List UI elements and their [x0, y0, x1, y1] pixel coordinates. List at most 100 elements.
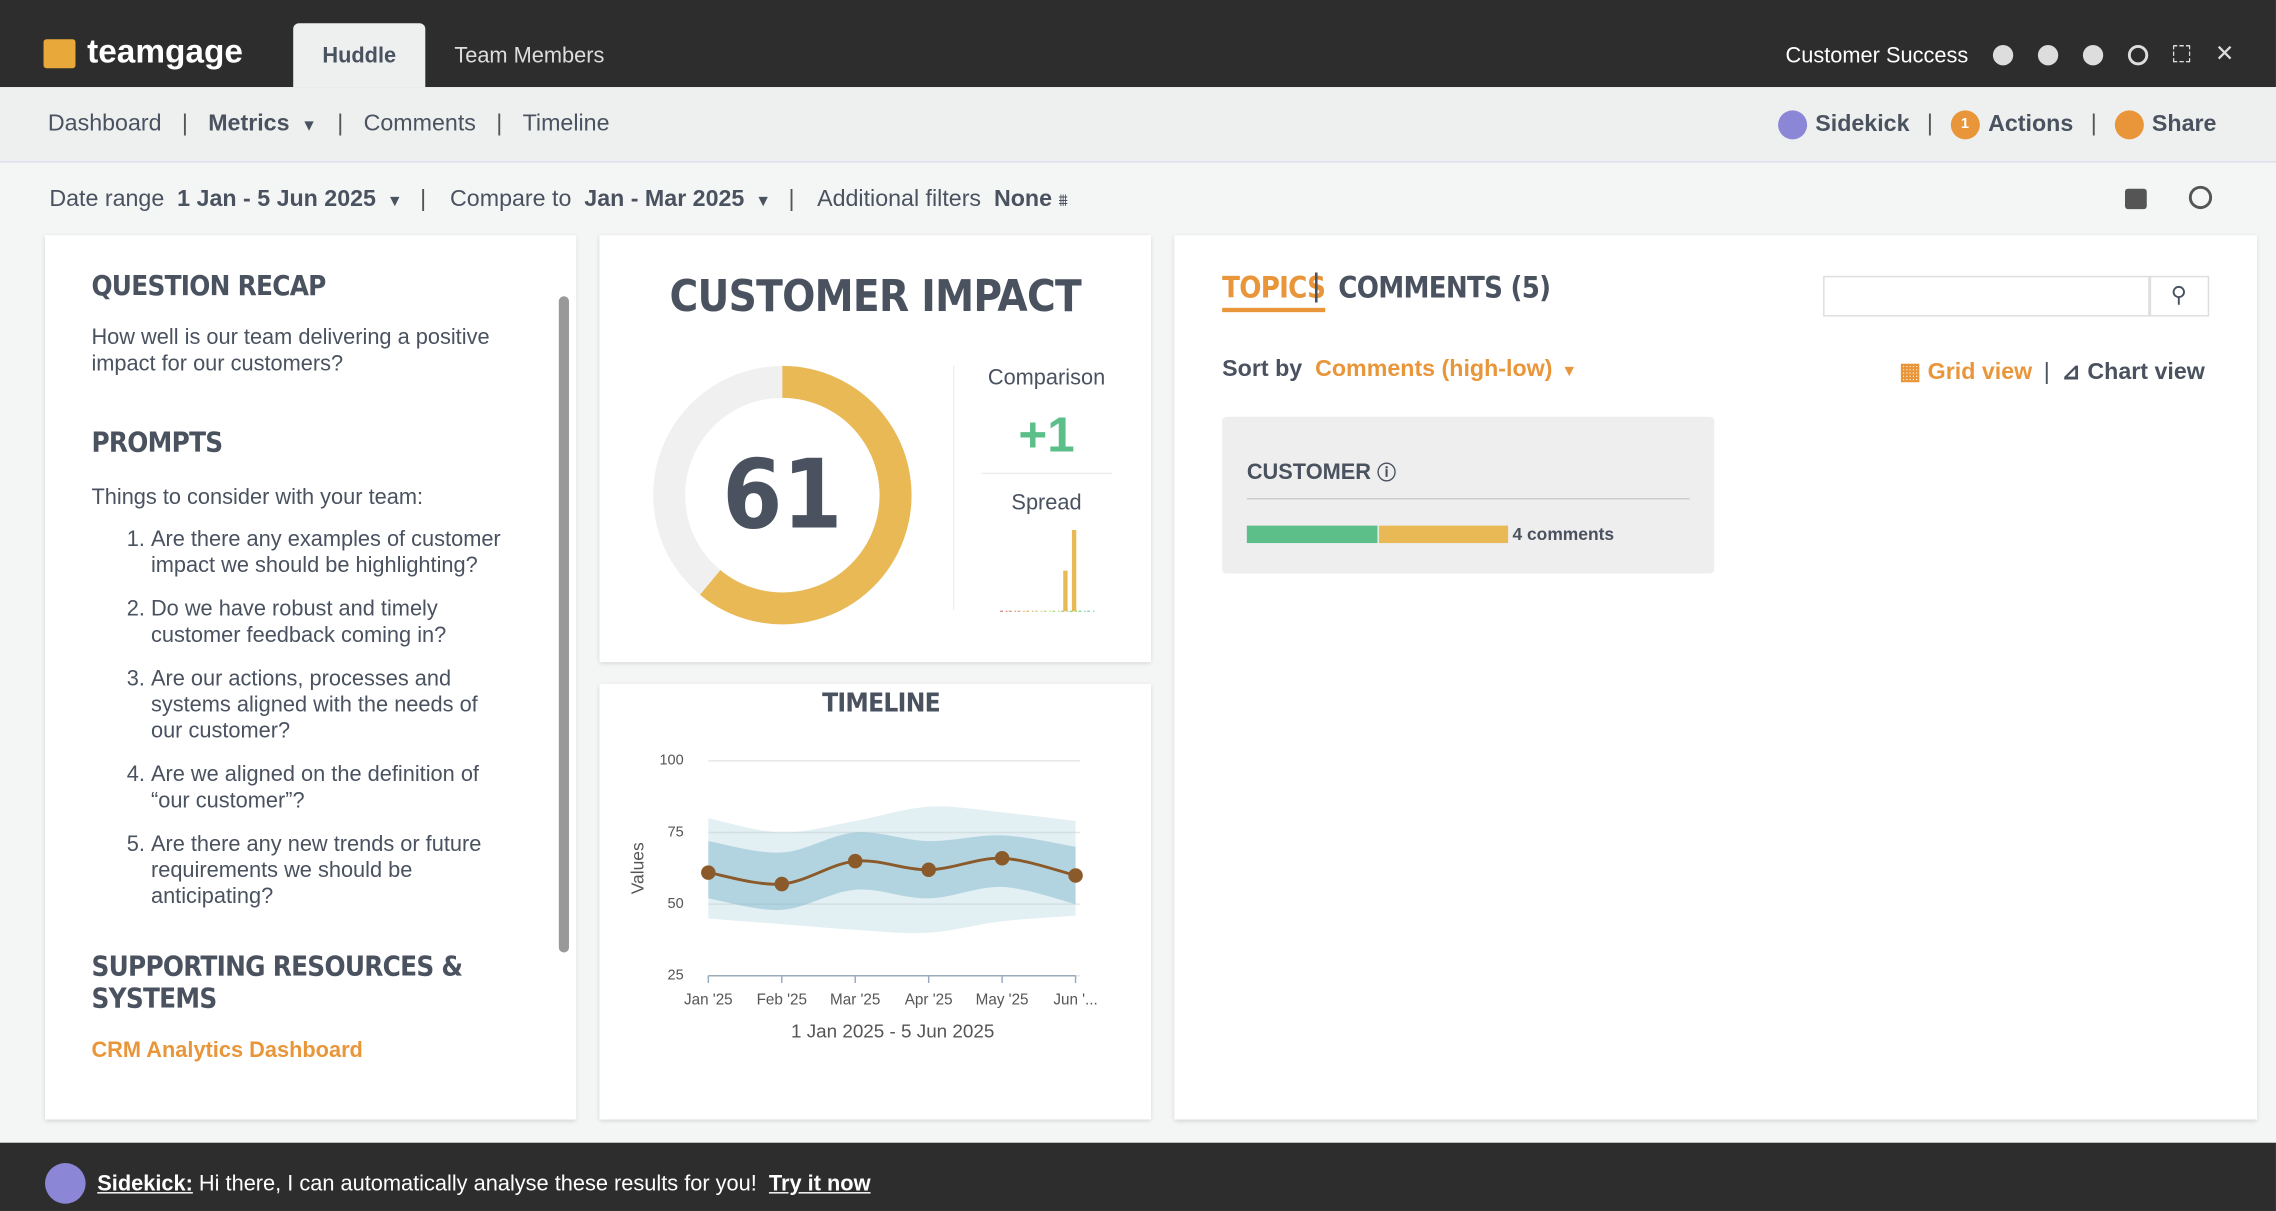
prompt: Are we aligned on the definition of “our…: [151, 762, 512, 814]
chart-title: TIMELINE: [822, 689, 940, 719]
filter-bar: Date range 1 Jan - 5 Jun 2025 ▼ | Compare…: [49, 187, 1068, 212]
y-tick-label: 25: [668, 968, 684, 984]
sort-value[interactable]: Comments (high-low): [1315, 357, 1553, 382]
fullscreen-icon[interactable]: [2172, 45, 2191, 63]
topic-segment: [1378, 525, 1509, 544]
search-button[interactable]: ⚲: [2148, 275, 2210, 317]
nav-items: Dashboard | Metrics ▼ | Comments | Timeline: [48, 112, 610, 138]
footer-message: Hi there, I can automatically analyse th…: [198, 1171, 757, 1197]
separator: |: [496, 111, 503, 137]
x-tick-label: Feb '25: [757, 991, 807, 1008]
prompts-intro: Things to consider with your team:: [91, 484, 424, 510]
series-point: [1068, 868, 1083, 883]
series-point: [994, 851, 1010, 866]
topic-segment: [1246, 525, 1377, 544]
search-input[interactable]: [1823, 275, 2152, 317]
separator: |: [181, 111, 188, 137]
nav-icon: [1777, 110, 1807, 140]
window-icons: ✕: [1992, 42, 2235, 67]
tab-active[interactable]: [293, 23, 426, 88]
print-icon[interactable]: [2124, 188, 2147, 210]
comment-count: 4 comments: [1512, 524, 1615, 545]
spread-label: Spread: [1011, 490, 1081, 515]
grid-view[interactable]: ▦ Grid view: [1899, 360, 2033, 385]
score: 61: [722, 438, 842, 550]
filter-label: Additional filters: [817, 187, 982, 212]
sidekick-icon: [44, 1163, 86, 1204]
filter-value[interactable]: 1 Jan - 5 Jun 2025: [177, 187, 376, 212]
spread-bar: [1063, 570, 1068, 612]
topic-bar: [1246, 525, 1510, 544]
help-icon[interactable]: [2082, 45, 2104, 66]
impact-title: CUSTOMER IMPACT: [670, 272, 1082, 322]
logo-icon: [43, 39, 76, 69]
view-toggle: ▦ Grid view | ⊿ Chart view: [1899, 360, 2205, 385]
topic-title[interactable]: CUSTOMER ⓘ: [1246, 460, 1396, 485]
filter-label: Compare to: [450, 187, 572, 212]
nav-action[interactable]: Share: [2151, 112, 2217, 137]
comparison-label: Comparison: [988, 365, 1105, 390]
nav-item[interactable]: Metrics: [208, 111, 290, 137]
footer-label[interactable]: Sidekick:: [97, 1171, 193, 1197]
prompt: Are there any new trends or future requi…: [151, 832, 512, 910]
nav-item[interactable]: Dashboard: [47, 111, 162, 137]
footer: Sidekick: Hi there, I can automatically …: [0, 1142, 2276, 1211]
prompt-list: Are there any examples of customer impac…: [91, 527, 512, 910]
dropdown-arrow: ▼: [301, 117, 317, 136]
divider: [1246, 498, 1690, 500]
nav-item[interactable]: Timeline: [522, 111, 610, 137]
tab[interactable]: Team Members: [454, 43, 605, 69]
filter-value[interactable]: Jan - Mar 2025: [584, 187, 745, 212]
close-icon[interactable]: ✕: [2214, 42, 2235, 67]
filter-label: Date range: [49, 187, 165, 212]
nav-action[interactable]: Sidekick: [1815, 112, 1910, 137]
x-axis-label: 1 Jan 2025 - 5 Jun 2025: [791, 1020, 994, 1041]
nav-item[interactable]: Comments: [363, 111, 476, 137]
impact-card: CUSTOMER IMPACT Comparison +1 Spread 61: [599, 235, 1152, 663]
outer-band: [708, 806, 1076, 934]
chart-view-label[interactable]: Chart view: [2087, 360, 2205, 385]
sort-label: Sort by: [1222, 357, 1303, 382]
link-icon[interactable]: [2127, 45, 2149, 66]
topics-tab[interactable]: TOPICS: [1222, 270, 1326, 313]
chat-icon[interactable]: [2037, 45, 2059, 66]
x-tick-label: Apr '25: [905, 991, 953, 1008]
topics-card: TOPICS | COMMENTS (5) ⚲ Sort by Comments…: [1174, 235, 2258, 1120]
play-icon[interactable]: [1992, 45, 2014, 66]
resource-link[interactable]: CRM Analytics Dashboard: [91, 1038, 363, 1063]
sort: Sort by Comments (high-low) ▼: [1222, 357, 1578, 382]
x-tick-label: May '25: [976, 991, 1029, 1008]
series-point: [701, 865, 716, 880]
footer-link[interactable]: Try it now: [768, 1171, 871, 1197]
section-title: SUPPORTING RESOURCES & SYSTEMS: [91, 951, 463, 1015]
scrollbar[interactable]: [558, 296, 569, 953]
footer-text: Sidekick: Hi there, I can automatically …: [97, 1172, 870, 1197]
series-point: [847, 853, 863, 869]
recap-card: QUESTION RECAP How well is our team deli…: [44, 235, 577, 1120]
comments-tab[interactable]: COMMENTS (5): [1338, 270, 1551, 305]
section-title: QUESTION RECAP: [91, 270, 326, 303]
chart-view[interactable]: ⊿ Chart view: [2061, 360, 2205, 385]
x-tick-label: Jan '25: [684, 991, 733, 1008]
nav-action[interactable]: Actions: [1988, 112, 2074, 137]
filter-value[interactable]: None: [993, 187, 1053, 212]
prompt: Do we have robust and timely customer fe…: [151, 597, 512, 649]
tab[interactable]: Huddle: [322, 43, 397, 69]
section-title: PROMPTS: [91, 426, 223, 459]
spread-bar: [1071, 529, 1077, 612]
timeline-chart: TIMELINE 25 50 75 100 Values Jan '25 Feb '25 Mar…: [627, 689, 1097, 1042]
topic-name[interactable]: CUSTOMER: [1246, 460, 1372, 485]
separator: |: [2090, 112, 2097, 137]
separator: |: [1926, 112, 1933, 137]
grid-view-label[interactable]: Grid view: [1927, 360, 2033, 385]
inner-band: [708, 832, 1076, 910]
question: How well is our team delivering a positi…: [91, 325, 490, 377]
y-tick-label: 50: [668, 896, 684, 912]
refresh-icon[interactable]: [2188, 185, 2213, 210]
recap-content: QUESTION RECAP How well is our team deli…: [91, 270, 512, 1063]
y-tick-label: 75: [668, 824, 684, 840]
topic-card[interactable]: CUSTOMER ⓘ 4 comments: [1222, 416, 1715, 574]
series-point: [921, 862, 936, 877]
nav-right: Sidekick | 1 Actions | Share: [1777, 110, 2217, 140]
